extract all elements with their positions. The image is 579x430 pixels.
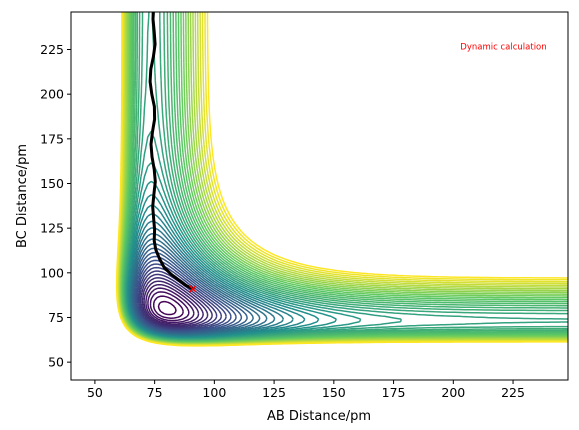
y-tick-label: 150 bbox=[40, 176, 64, 191]
x-tick-label: 100 bbox=[202, 385, 226, 400]
contour-level bbox=[147, 287, 195, 324]
trajectory-layer bbox=[148, 12, 197, 293]
y-axis: 50 75 100 125 150 175 200 225 bbox=[40, 42, 71, 370]
plot-frame bbox=[70, 11, 569, 381]
contour-level bbox=[140, 273, 213, 329]
x-tick-label: 125 bbox=[262, 385, 286, 400]
contour-level bbox=[143, 280, 204, 327]
trajectory-line bbox=[148, 12, 195, 291]
x-axis: 50 75 100 125 150 175 200 225 bbox=[87, 380, 525, 400]
x-tick-label: 50 bbox=[87, 385, 103, 400]
y-tick-label: 75 bbox=[48, 310, 64, 325]
contour-level bbox=[141, 277, 209, 328]
x-tick-label: 175 bbox=[382, 385, 406, 400]
contour-lines bbox=[115, 12, 568, 347]
y-tick-label: 225 bbox=[40, 42, 64, 57]
contour-level bbox=[152, 295, 184, 319]
y-tick-label: 175 bbox=[40, 131, 64, 146]
y-tick-label: 100 bbox=[40, 265, 64, 280]
y-axis-label: BC Distance/pm bbox=[15, 144, 30, 248]
x-tick-label: 150 bbox=[322, 385, 346, 400]
contour-level bbox=[149, 291, 190, 322]
y-tick-label: 200 bbox=[40, 87, 64, 102]
contour-level bbox=[145, 283, 200, 325]
x-tick-label: 225 bbox=[501, 385, 525, 400]
x-tick-label: 75 bbox=[147, 385, 163, 400]
contour-level bbox=[115, 12, 568, 347]
contour-level bbox=[139, 270, 218, 330]
y-tick-label: 50 bbox=[48, 355, 64, 370]
y-tick-label: 125 bbox=[40, 221, 64, 236]
x-tick-label: 200 bbox=[441, 385, 465, 400]
annotation-text: Dynamic calculation bbox=[460, 43, 546, 53]
contour-level bbox=[157, 300, 177, 316]
x-axis-label: AB Distance/pm bbox=[267, 409, 371, 424]
start-point-marker bbox=[189, 285, 197, 293]
